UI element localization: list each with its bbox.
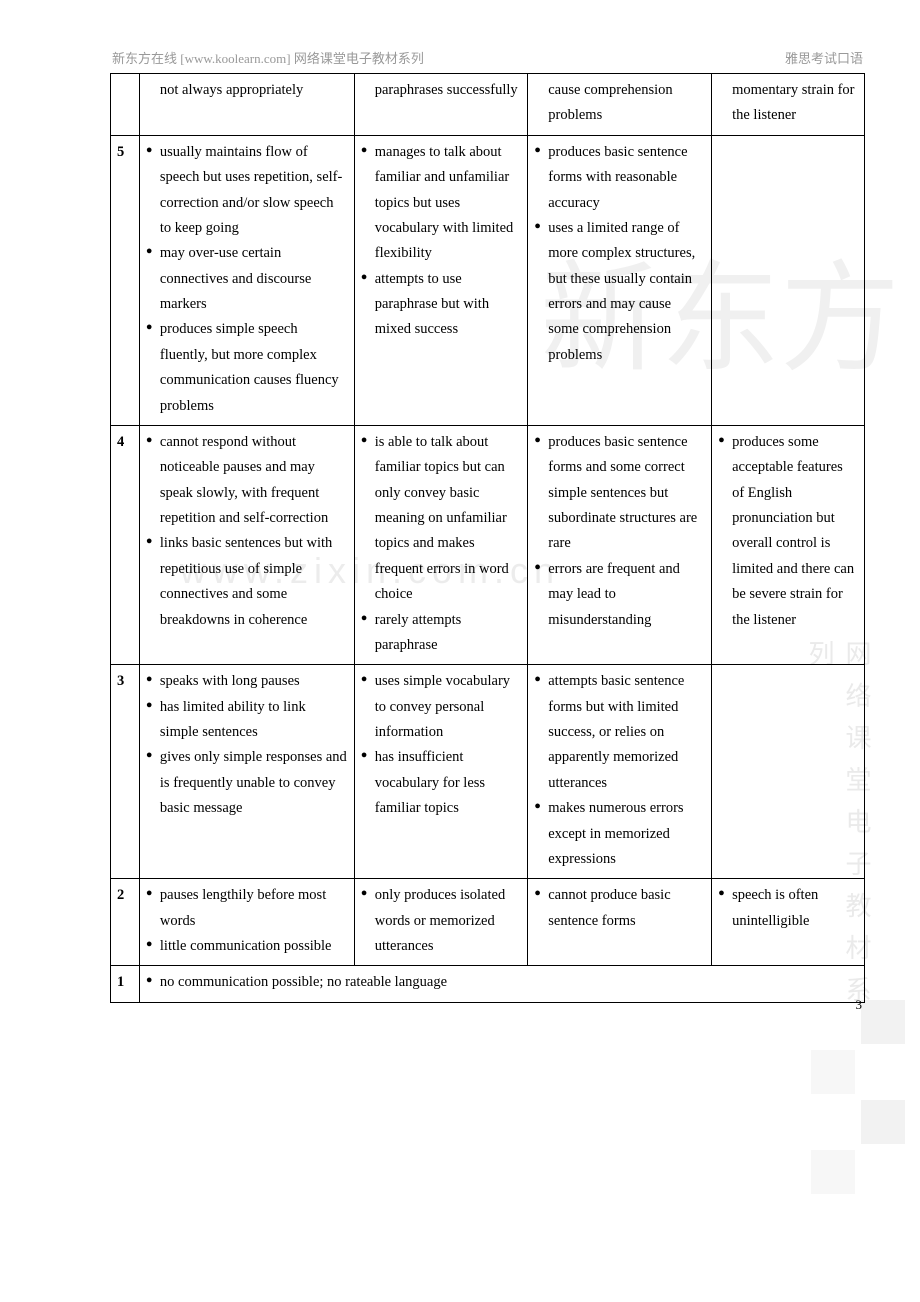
- lexical-cell: manages to talk about familiar and unfam…: [354, 135, 528, 425]
- grammar-cell: produces basic sentence forms and some c…: [528, 425, 712, 664]
- descriptor-item: cannot produce basic sentence forms: [534, 883, 705, 934]
- descriptor-item: produces some acceptable features of Eng…: [718, 430, 858, 633]
- table-row: 3speaks with long pauseshas limited abil…: [111, 665, 865, 879]
- descriptor-item: errors are frequent and may lead to misu…: [534, 557, 705, 633]
- descriptor-item: uses simple vocabulary to convey persona…: [361, 669, 522, 745]
- table-row: 1no communication possible; no rateable …: [111, 966, 865, 1002]
- descriptor-item: rarely attempts paraphrase: [361, 608, 522, 659]
- band-cell: 5: [111, 135, 140, 425]
- band-descriptors-table: not always appropriatelyparaphrases succ…: [110, 73, 865, 1003]
- descriptor-item: usually maintains flow of speech but use…: [146, 140, 348, 242]
- descriptor-item: uses a limited range of more complex str…: [534, 216, 705, 368]
- band-cell: 2: [111, 879, 140, 966]
- descriptor-item: no communication possible; no rateable l…: [146, 970, 858, 995]
- header-left: 新东方在线 [www.koolearn.com] 网络课堂电子教材系列: [112, 48, 424, 67]
- descriptor-item: makes numerous errors except in memorize…: [534, 796, 705, 872]
- grammar-cell: cause comprehension problems: [528, 74, 712, 136]
- descriptor-item: produces basic sentence forms and some c…: [534, 430, 705, 557]
- descriptor-item: speaks with long pauses: [146, 669, 348, 694]
- lexical-cell: paraphrases successfully: [354, 74, 528, 136]
- descriptor-item: produces basic sentence forms with reaso…: [534, 140, 705, 216]
- grammar-cell: produces basic sentence forms with reaso…: [528, 135, 712, 425]
- table-row: not always appropriatelyparaphrases succ…: [111, 74, 865, 136]
- pron-cell: [712, 135, 865, 425]
- band-cell: 1: [111, 966, 140, 1002]
- descriptor-item: produces simple speech fluently, but mor…: [146, 317, 348, 419]
- descriptor-item: attempts to use paraphrase but with mixe…: [361, 267, 522, 343]
- descriptor-item: gives only simple responses and is frequ…: [146, 745, 348, 821]
- descriptor-item: manages to talk about familiar and unfam…: [361, 140, 522, 267]
- lexical-cell: uses simple vocabulary to convey persona…: [354, 665, 528, 879]
- descriptor-item: is able to talk about familiar topics bu…: [361, 430, 522, 608]
- table-row: 5usually maintains flow of speech but us…: [111, 135, 865, 425]
- lexical-cell: is able to talk about familiar topics bu…: [354, 425, 528, 664]
- descriptor-item: has limited ability to link simple sente…: [146, 695, 348, 746]
- band-cell: [111, 74, 140, 136]
- pron-cell: [712, 665, 865, 879]
- descriptor-item: pauses lengthily before most words: [146, 883, 348, 934]
- grammar-cell: cannot produce basic sentence forms: [528, 879, 712, 966]
- fluency-cell: pauses lengthily before most wordslittle…: [139, 879, 354, 966]
- descriptor-item: may over-use certain connectives and dis…: [146, 241, 348, 317]
- merged-descriptor: no communication possible; no rateable l…: [139, 966, 864, 1002]
- page-number: 3: [856, 997, 863, 1013]
- pron-cell: produces some acceptable features of Eng…: [712, 425, 865, 664]
- table-row: 4cannot respond without noticeable pause…: [111, 425, 865, 664]
- fluency-cell: usually maintains flow of speech but use…: [139, 135, 354, 425]
- band-cell: 4: [111, 425, 140, 664]
- descriptor-item: attempts basic sentence forms but with l…: [534, 669, 705, 796]
- descriptor-item: speech is often unintelligible: [718, 883, 858, 934]
- band-cell: 3: [111, 665, 140, 879]
- table-row: 2pauses lengthily before most wordslittl…: [111, 879, 865, 966]
- fluency-cell: not always appropriately: [139, 74, 354, 136]
- descriptor-item: has insufficient vocabulary for less fam…: [361, 745, 522, 821]
- lexical-cell: only produces isolated words or memorize…: [354, 879, 528, 966]
- pron-cell: momentary strain for the listener: [712, 74, 865, 136]
- grammar-cell: attempts basic sentence forms but with l…: [528, 665, 712, 879]
- pron-cell: speech is often unintelligible: [712, 879, 865, 966]
- fluency-cell: speaks with long pauseshas limited abili…: [139, 665, 354, 879]
- descriptor-item: only produces isolated words or memorize…: [361, 883, 522, 959]
- descriptor-item: cannot respond without noticeable pauses…: [146, 430, 348, 532]
- header-right: 雅思考试口语: [785, 48, 863, 67]
- fluency-cell: cannot respond without noticeable pauses…: [139, 425, 354, 664]
- descriptor-item: links basic sentences but with repetitio…: [146, 531, 348, 633]
- descriptor-item: little communication possible: [146, 934, 348, 959]
- page-header: 新东方在线 [www.koolearn.com] 网络课堂电子教材系列 雅思考试…: [110, 48, 865, 67]
